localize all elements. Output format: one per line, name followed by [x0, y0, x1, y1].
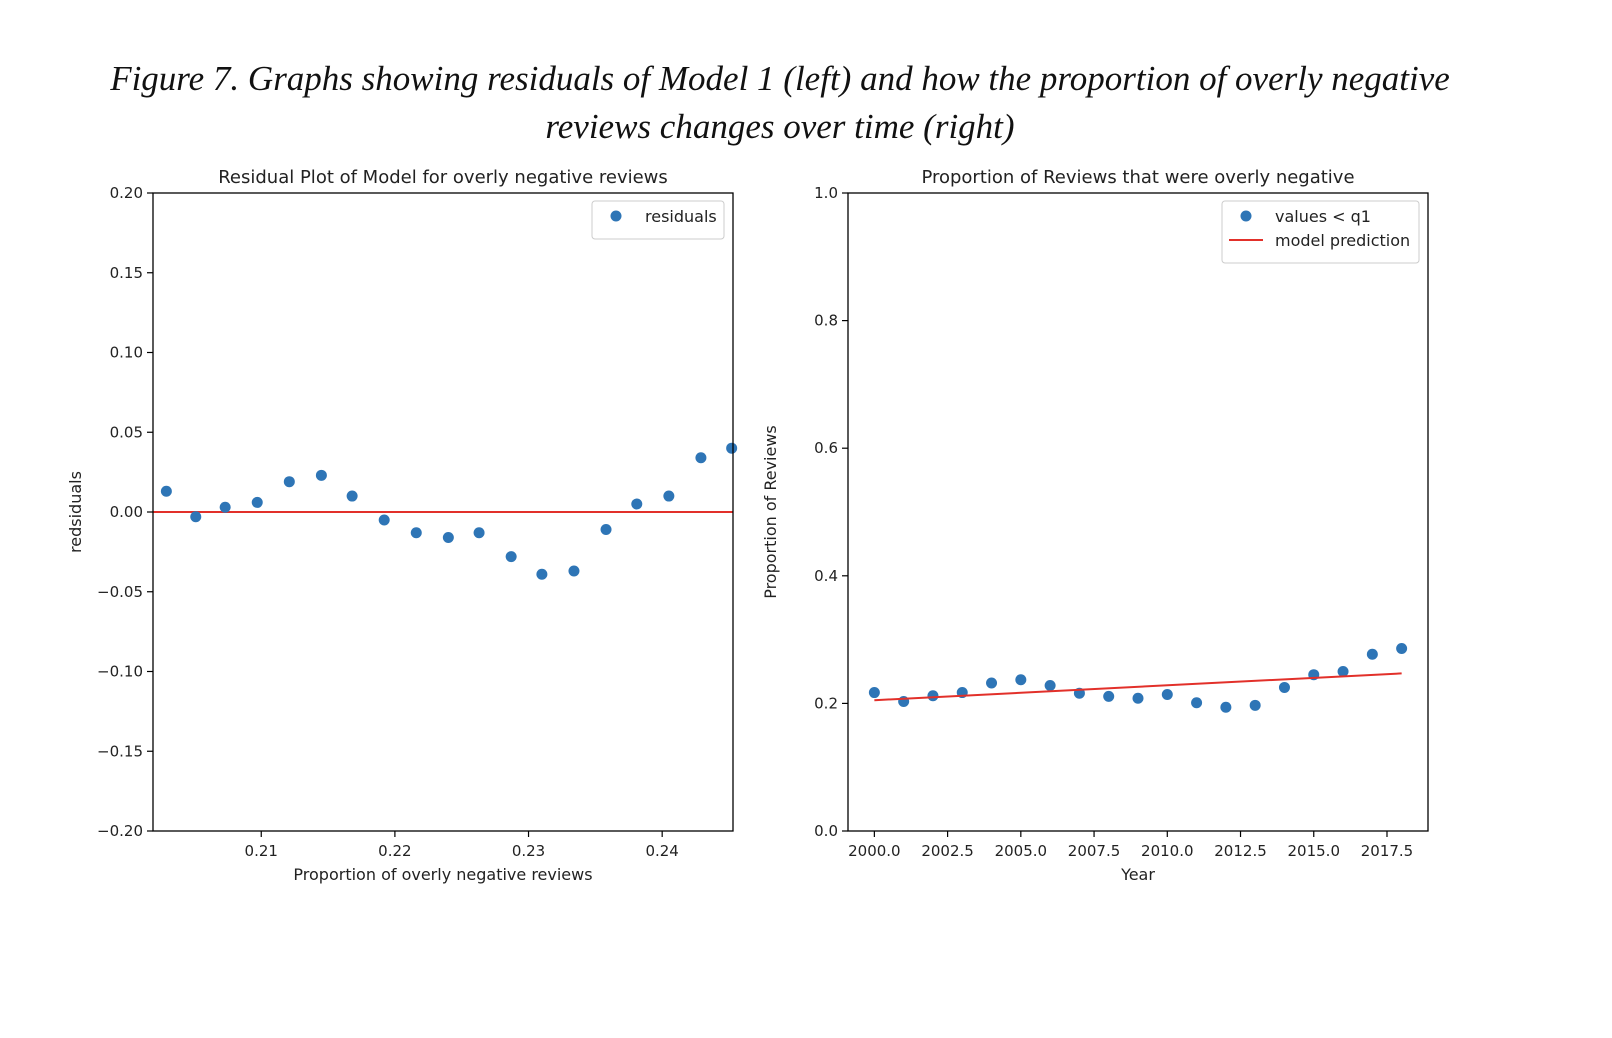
- residual-y-tick-label: −0.15: [97, 742, 143, 760]
- proportion-y-tick-label: 0.6: [814, 439, 838, 457]
- residual-y-tick-label: 0.10: [110, 344, 143, 362]
- residual-data-point: [726, 442, 738, 454]
- residual-data-point: [190, 511, 202, 523]
- residual-data-point: [663, 490, 675, 502]
- residual-data-point: [473, 527, 485, 539]
- residual-x-tick-label: 0.22: [378, 842, 411, 860]
- residual-data-point: [219, 501, 231, 513]
- proportion-y-tick-label: 1.0: [814, 184, 838, 202]
- residual-y-tick-label: −0.05: [97, 583, 143, 601]
- residual-data-point: [410, 527, 422, 539]
- residual-data-point: [600, 524, 612, 536]
- proportion-x-tick-label: 2017.5: [1361, 842, 1414, 860]
- proportion-data-point: [1044, 680, 1056, 692]
- proportion-data-point: [1132, 692, 1144, 704]
- proportion-y-tick-label: 0.4: [814, 567, 838, 585]
- proportion-data-point: [1161, 688, 1173, 700]
- residual-y-tick-label: −0.10: [97, 663, 143, 681]
- proportion-x-tick-label: 2015.0: [1288, 842, 1341, 860]
- residual-chart-title: Residual Plot of Model for overly negati…: [218, 167, 668, 188]
- residual-chart: Residual Plot of Model for overly negati…: [66, 167, 738, 884]
- proportion-chart: Proportion of Reviews that were overly n…: [761, 167, 1429, 884]
- residual-data-point: [251, 496, 263, 508]
- residual-y-tick-label: 0.05: [110, 423, 143, 441]
- proportion-x-tick-label: 2000.0: [848, 842, 901, 860]
- proportion-data-point: [927, 690, 939, 702]
- proportion-data-point: [1366, 648, 1378, 660]
- residual-data-point: [505, 551, 517, 563]
- residual-data-point: [536, 568, 548, 580]
- residual-data-point: [631, 498, 643, 510]
- proportion-data-point: [868, 687, 880, 699]
- proportion-x-tick-label: 2007.5: [1068, 842, 1121, 860]
- proportion-chart-title: Proportion of Reviews that were overly n…: [921, 167, 1354, 188]
- residual-data-point: [160, 485, 172, 497]
- residual-x-tick-label: 0.23: [512, 842, 545, 860]
- proportion-data-point: [1015, 674, 1027, 686]
- residual-legend-box: [591, 200, 725, 240]
- proportion-data-point: [1249, 699, 1261, 711]
- residual-data-point: [442, 532, 454, 544]
- caption-line-2: reviews changes over time (right): [545, 107, 1015, 146]
- proportion-data-point: [1337, 666, 1349, 677]
- proportion-data-point: [1103, 690, 1115, 702]
- proportion-y-tick-label: 0.8: [814, 312, 838, 330]
- proportion-legend-label: model prediction: [1275, 231, 1410, 250]
- proportion-data-point: [986, 677, 998, 689]
- residual-x-tick-label: 0.21: [245, 842, 278, 860]
- residual-data-point: [568, 565, 580, 577]
- residual-data-point: [283, 476, 295, 488]
- proportion-legend-point-marker: [1240, 210, 1252, 222]
- residual-y-tick-label: 0.00: [110, 503, 143, 521]
- residual-legend-label: residuals: [645, 207, 717, 226]
- residual-legend: residuals: [591, 200, 725, 240]
- proportion-y-tick-label: 0.2: [814, 694, 838, 712]
- residual-data-point: [695, 452, 707, 464]
- proportion-y-axis-label: Proportion of Reviews: [761, 425, 780, 599]
- proportion-x-axis-label: Year: [1120, 865, 1155, 884]
- proportion-model-prediction-line: [874, 672, 1402, 702]
- proportion-x-tick-label: 2002.5: [921, 842, 974, 860]
- proportion-legend: values < q1 model prediction: [1221, 200, 1420, 264]
- proportion-y-tick-label: 0.0: [814, 822, 838, 840]
- proportion-data-point: [1396, 643, 1408, 655]
- residual-y-tick-label: −0.20: [97, 822, 143, 840]
- proportion-legend-label: values < q1: [1275, 207, 1371, 226]
- caption-line-1: Figure 7. Graphs showing residuals of Mo…: [110, 59, 1450, 98]
- proportion-legend-box: [1221, 200, 1420, 264]
- proportion-data-point: [1278, 681, 1290, 693]
- residual-x-axis-label: Proportion of overly negative reviews: [293, 865, 592, 884]
- proportion-x-tick-label: 2012.5: [1214, 842, 1267, 860]
- figure-caption: Figure 7. Graphs showing residuals of Mo…: [0, 55, 1560, 151]
- residual-x-tick-label: 0.24: [645, 842, 678, 860]
- residual-data-point: [315, 469, 327, 481]
- residual-y-tick-label: 0.20: [110, 184, 143, 202]
- proportion-data-point: [1220, 701, 1232, 713]
- proportion-x-tick-label: 2005.0: [995, 842, 1048, 860]
- residual-legend-point-marker: [610, 210, 622, 222]
- residual-data-point: [378, 514, 390, 526]
- proportion-plot-frame: [847, 192, 1429, 832]
- residual-data-point: [346, 490, 358, 502]
- proportion-x-tick-label: 2010.0: [1141, 842, 1194, 860]
- proportion-data-point: [1191, 697, 1203, 709]
- residual-plot-frame: [152, 192, 734, 832]
- residual-y-axis-label: redsiduals: [66, 471, 85, 553]
- residual-y-tick-label: 0.15: [110, 264, 143, 282]
